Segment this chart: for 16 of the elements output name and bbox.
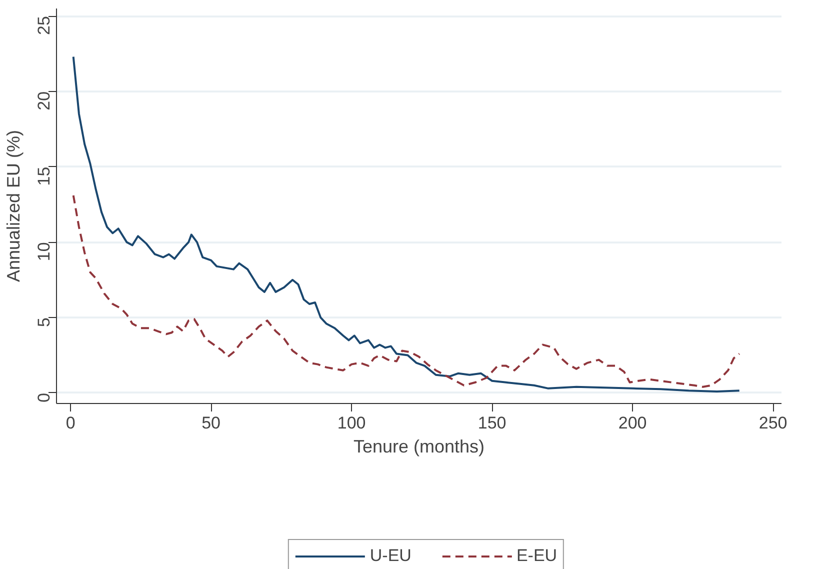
x-tick-label: 250 (758, 414, 788, 432)
x-tick-label: 100 (337, 414, 366, 432)
y-tick-label: 25 (34, 16, 54, 35)
x-axis-title: Tenure (months) (353, 436, 485, 456)
y-tick-label: 20 (34, 91, 54, 110)
x-tick-label: 50 (202, 414, 221, 432)
x-tick-label: 150 (478, 414, 506, 432)
y-tick-label: 0 (34, 392, 54, 402)
y-tick-label: 5 (34, 318, 54, 328)
legend-label: E-EU (516, 546, 558, 566)
y-axis-title: Annualized EU (%) (4, 130, 24, 282)
legend-label: U-EU (370, 546, 412, 566)
y-tick-label: 15 (34, 166, 54, 186)
y-tick-label: 10 (34, 242, 54, 262)
x-tick-label: 0 (66, 414, 76, 432)
x-tick-label: 200 (618, 414, 647, 432)
